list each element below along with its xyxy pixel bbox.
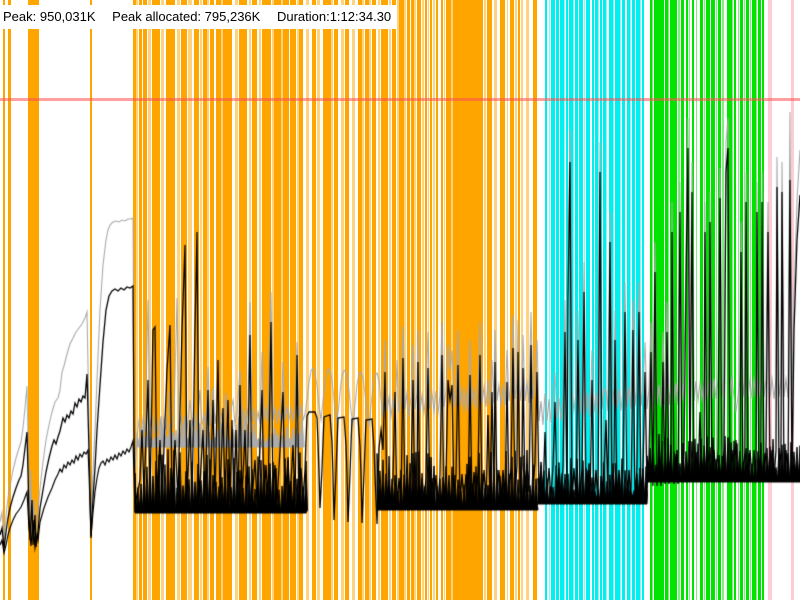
peak-allocated-stat: Peak allocated: 795,236K <box>112 9 261 24</box>
duration-stat: Duration:1:12:34.30 <box>276 9 392 24</box>
peak-stat: Peak: 950,031K <box>3 9 96 24</box>
stats-bar: Peak: 950,031K Peak allocated: 795,236K … <box>0 5 398 29</box>
